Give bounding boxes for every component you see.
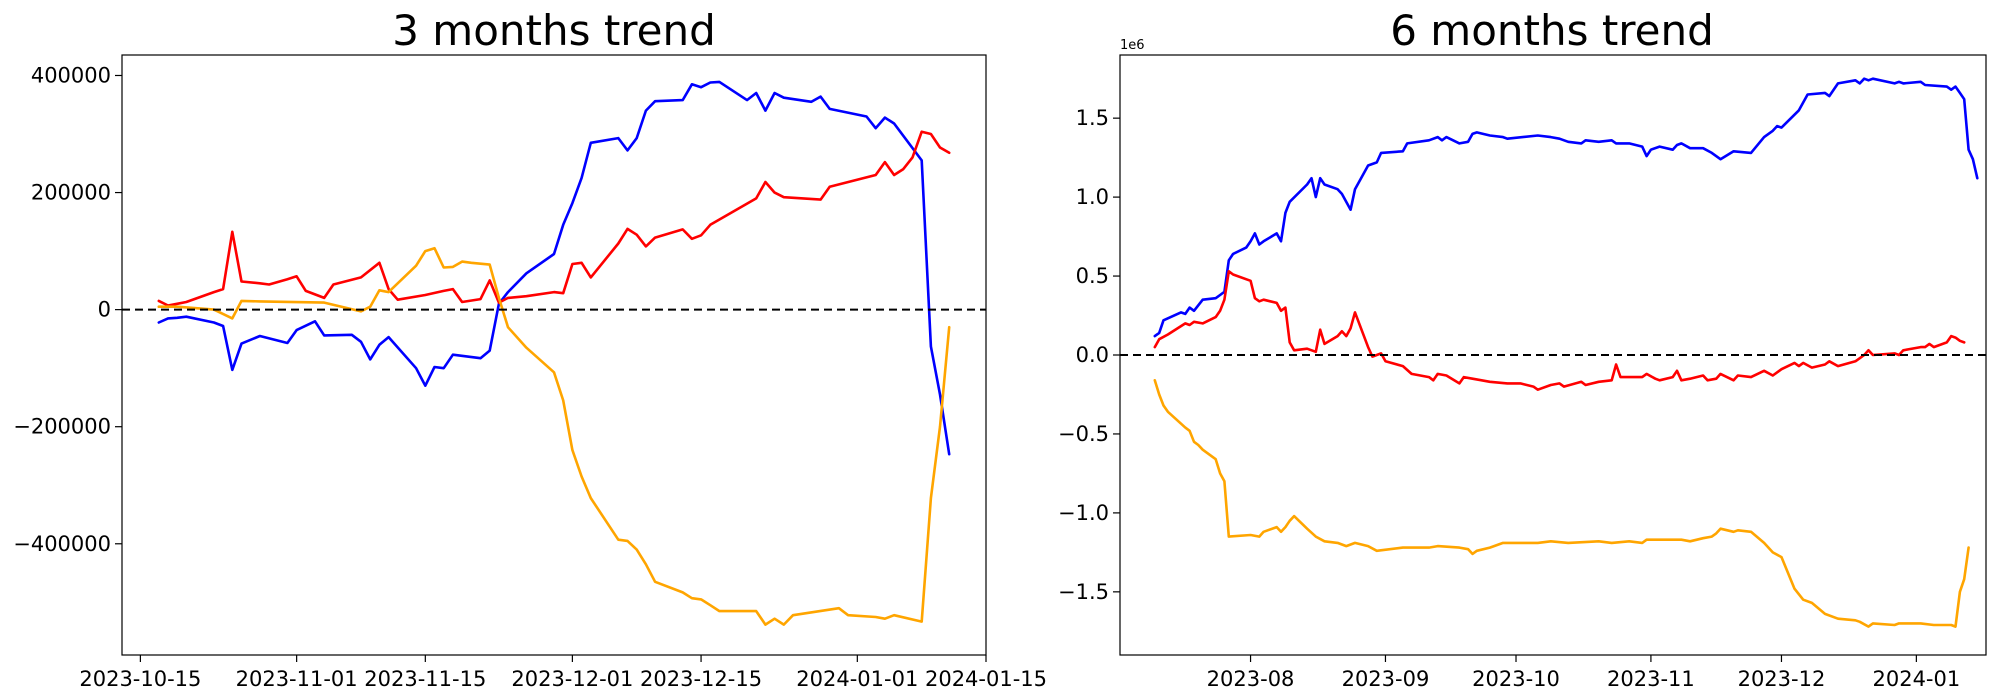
x-tick-label: 2023-09 — [1342, 667, 1430, 691]
y-tick-label: −400000 — [13, 532, 111, 556]
plot-area — [157, 80, 951, 626]
x-tick-label: 2023-10-15 — [79, 667, 201, 691]
x-tick-label: 2023-10 — [1472, 667, 1560, 691]
y-tick-label: 0 — [98, 298, 111, 322]
y-offset-label: 1e6 — [1120, 38, 1145, 53]
y-tick-label: 0.0 — [1076, 343, 1109, 367]
x-tick-label: 2024-01 — [1872, 667, 1960, 691]
x-tick-label: 2024-01-15 — [925, 667, 1047, 691]
red-series-line — [1153, 269, 1966, 392]
y-tick-label: 400000 — [31, 63, 111, 87]
x-tick-label: 2023-11-15 — [364, 667, 486, 691]
red-series-line — [157, 130, 951, 307]
y-tick-label: 0.5 — [1076, 264, 1109, 288]
plot-area — [1153, 77, 1979, 628]
y-tick-label: −200000 — [13, 415, 111, 439]
x-tick-label: 2023-12-15 — [640, 667, 762, 691]
y-tick-label: −0.5 — [1058, 422, 1109, 446]
orange-series-line — [1153, 378, 1970, 628]
axis-ticks: 2023-10-15 2023-11-01 2023-11-15 2023-12-01… — [13, 63, 1047, 691]
chart-title: 3 months trend — [392, 6, 716, 55]
axes-frame — [121, 54, 987, 656]
blue-series-line — [1153, 77, 1979, 338]
chart-title: 6 months trend — [1390, 6, 1714, 55]
chart-6-months: 6 months trend 2023-08 2023-09 2023-10 2023… — [1058, 6, 1987, 691]
x-tick-label: 2023-12-01 — [511, 667, 633, 691]
x-tick-label: 2023-11-01 — [236, 667, 358, 691]
y-tick-label: −1.0 — [1058, 501, 1109, 525]
orange-series-line — [157, 246, 951, 626]
y-tick-label: 1.0 — [1076, 185, 1109, 209]
x-tick-label: 2024-01-01 — [796, 667, 918, 691]
x-tick-label: 2023-08 — [1207, 667, 1295, 691]
y-tick-label: −1.5 — [1058, 580, 1109, 604]
blue-series-line — [157, 80, 951, 456]
x-tick-label: 2023-11 — [1607, 667, 1695, 691]
y-tick-label: 200000 — [31, 181, 111, 205]
chart-3-months: 3 months trend 2023-10-15 2023-11-01 2023-… — [13, 6, 1047, 691]
y-tick-label: 1.5 — [1076, 106, 1109, 130]
x-tick-label: 2023-12 — [1738, 667, 1826, 691]
axis-ticks: 2023-08 2023-09 2023-10 2023-11 2023-12 2024-… — [1058, 106, 1960, 691]
